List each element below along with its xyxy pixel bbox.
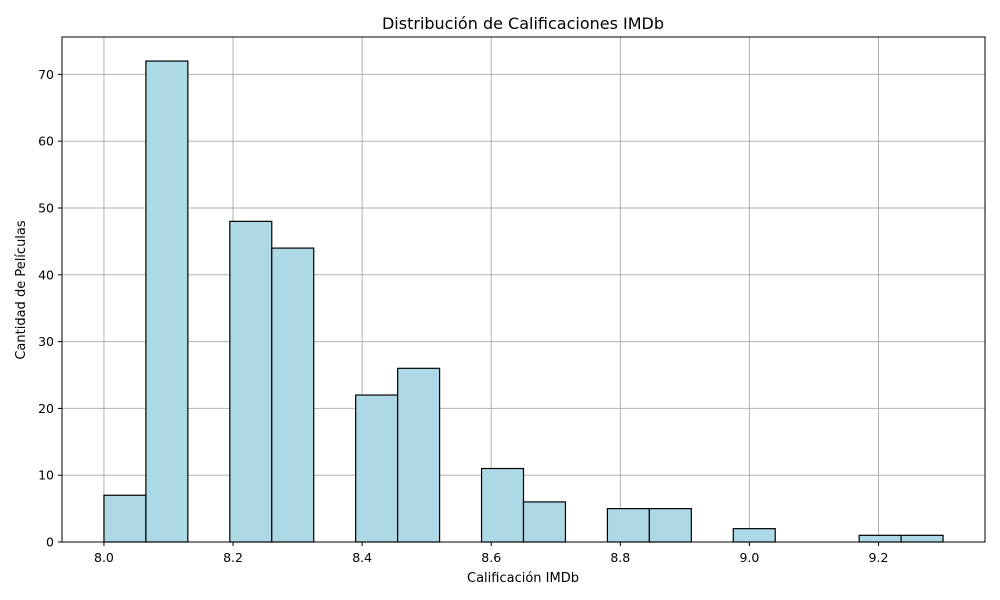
- y-tick-label: 0: [46, 535, 54, 550]
- x-axis-ticks: 8.0 8.2 8.4 8.6 8.8 9.0 9.2: [94, 542, 888, 565]
- x-tick-label: 8.4: [352, 550, 372, 565]
- y-tick-label: 60: [38, 134, 54, 149]
- x-tick-label: 9.2: [869, 550, 889, 565]
- histogram-bar: [229, 220, 273, 543]
- histogram-bar: [732, 528, 776, 543]
- histogram-bar: [648, 508, 692, 543]
- y-tick-label: 10: [38, 468, 54, 483]
- y-tick-label: 50: [38, 201, 54, 216]
- histogram-bar: [397, 367, 441, 543]
- y-tick-label: 40: [38, 267, 54, 282]
- y-axis-label: Cantidad de Películas: [14, 220, 29, 360]
- histogram-bar: [858, 534, 902, 543]
- histogram-bar: [480, 467, 525, 543]
- y-axis-ticks: 0 10 20 30 40 50 60 70: [38, 67, 62, 550]
- chart-title: Distribución de Calificaciones IMDb: [382, 14, 664, 33]
- x-axis-label: Calificación IMDb: [467, 571, 579, 586]
- x-tick-label: 8.6: [481, 550, 501, 565]
- x-tick-label: 8.2: [223, 550, 243, 565]
- y-tick-label: 70: [38, 67, 54, 82]
- y-tick-label: 20: [38, 401, 54, 416]
- histogram-bar: [355, 394, 399, 543]
- histogram-bar: [145, 60, 189, 543]
- histogram-bar: [522, 501, 567, 543]
- histogram-bar: [271, 247, 315, 543]
- histogram-bar: [606, 508, 650, 543]
- x-tick-label: 9.0: [739, 550, 759, 565]
- y-tick-label: 30: [38, 334, 54, 349]
- x-tick-label: 8.0: [94, 550, 114, 565]
- plot-frame: [61, 36, 986, 543]
- histogram-bar: [103, 494, 147, 543]
- histogram-bar: [900, 534, 944, 543]
- x-tick-label: 8.8: [610, 550, 630, 565]
- histogram-bars: [103, 60, 944, 543]
